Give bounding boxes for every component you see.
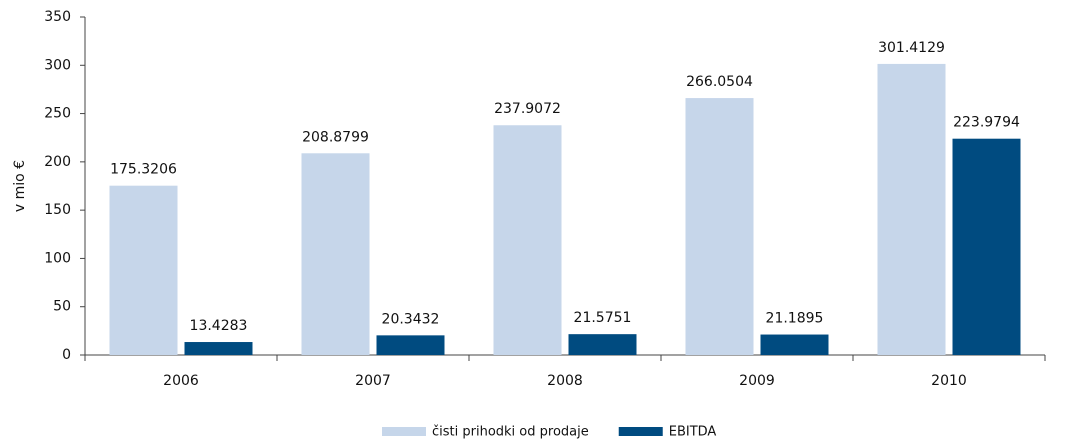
x-tick-label: 2006 (163, 373, 199, 389)
bar (109, 185, 178, 355)
data-label: 266.0504 (686, 74, 753, 90)
y-tick-label: 50 (53, 299, 71, 315)
data-label: 301.4129 (878, 40, 945, 56)
bar (952, 138, 1021, 355)
y-axis-label: v mio € (12, 160, 28, 212)
bar (493, 125, 562, 355)
bar (685, 98, 754, 356)
bar (568, 334, 637, 355)
y-tick-label: 0 (62, 347, 71, 363)
bar (760, 334, 829, 355)
y-tick-label: 350 (44, 9, 71, 25)
x-tick-label: 2007 (355, 373, 391, 389)
data-label: 175.3206 (110, 162, 177, 178)
legend-swatch (382, 427, 426, 436)
y-tick-label: 150 (44, 202, 71, 218)
bar (877, 63, 946, 355)
data-label: 208.8799 (302, 129, 369, 145)
y-tick-label: 100 (44, 250, 71, 266)
data-label: 21.5751 (574, 310, 632, 326)
legend-swatch (618, 427, 663, 436)
x-tick-label: 2009 (739, 373, 775, 389)
y-tick-label: 250 (44, 106, 71, 122)
y-tick-label: 200 (44, 154, 71, 170)
bar (184, 342, 253, 355)
x-tick-label: 2010 (931, 373, 967, 389)
data-label: 223.9794 (953, 115, 1020, 131)
data-label: 21.1895 (766, 311, 824, 327)
bar (376, 335, 445, 355)
x-tick-label: 2008 (547, 373, 583, 389)
legend-label: EBITDA (669, 425, 717, 440)
data-label: 237.9072 (494, 101, 561, 117)
y-tick-label: 300 (44, 57, 71, 73)
data-label: 13.4283 (190, 318, 248, 334)
bar (301, 153, 370, 355)
legend-label: čisti prihodki od prodaje (432, 425, 589, 440)
data-label: 20.3432 (382, 311, 440, 327)
